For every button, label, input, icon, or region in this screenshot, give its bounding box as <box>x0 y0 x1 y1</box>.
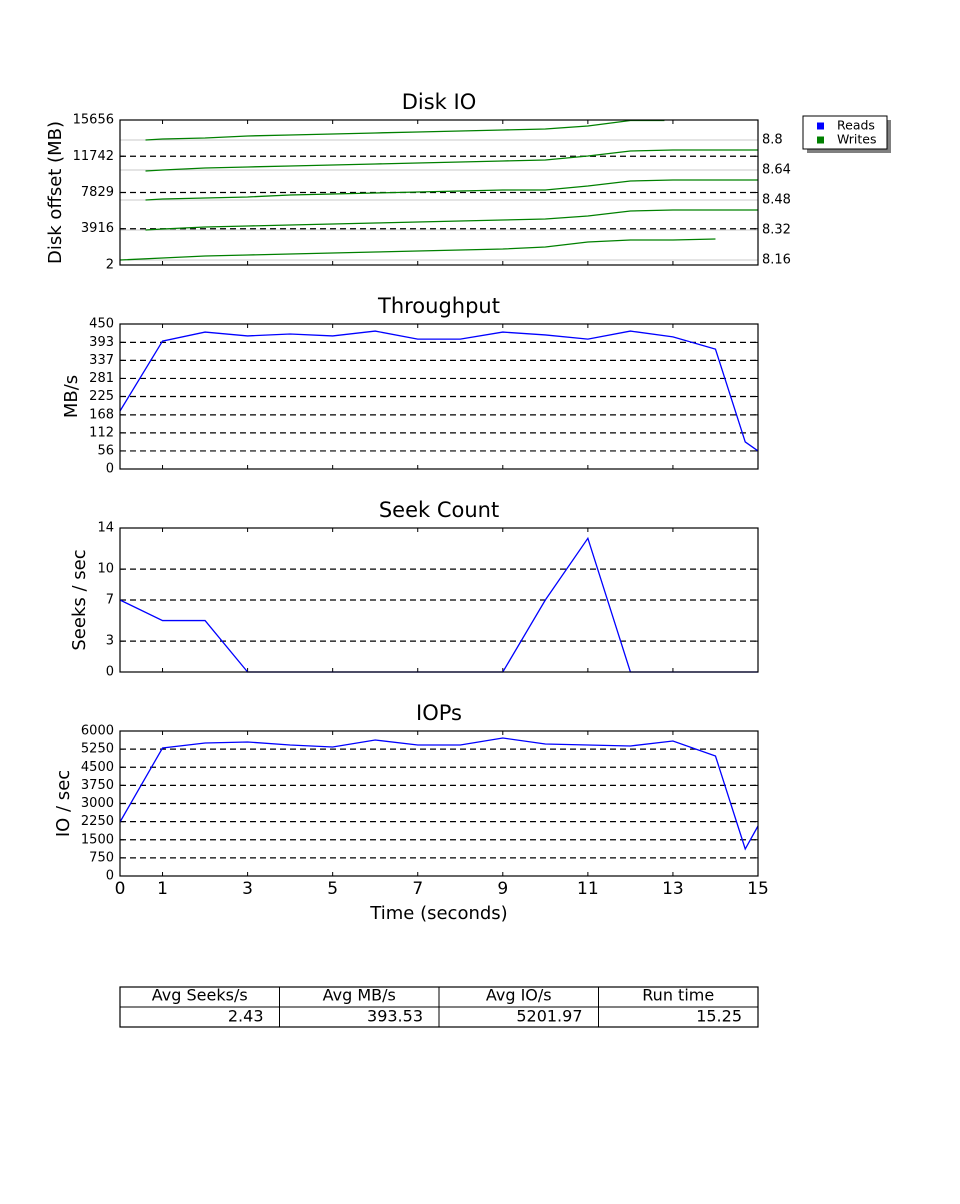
y2-tick-label: 8.48 <box>762 192 791 207</box>
y-tick-label: 0 <box>106 869 114 884</box>
y-tick-label: 3916 <box>81 221 114 236</box>
x-tick-label: 9 <box>497 879 508 899</box>
y-tick-label: 168 <box>89 407 114 422</box>
x-tick-label: 5 <box>327 879 338 899</box>
table-cell: 5201.97 <box>516 1007 582 1026</box>
series-line <box>119 330 759 452</box>
y-tick-label: 56 <box>97 443 114 458</box>
y-tick-label: 1500 <box>81 832 114 847</box>
y-axis-label: Seeks / sec <box>69 549 90 650</box>
table-header: Avg IO/s <box>486 986 552 1005</box>
x-tick-label: 11 <box>577 879 599 899</box>
y-tick-label: 5250 <box>81 742 114 757</box>
y-tick-label: 281 <box>89 371 114 386</box>
y-tick-label: 450 <box>89 317 114 332</box>
y-tick-label: 10 <box>97 562 114 577</box>
y-axis-label: Disk offset (MB) <box>45 121 66 264</box>
x-tick-label: 7 <box>412 879 423 899</box>
legend-label: Reads <box>837 118 875 133</box>
y2-tick-label: 8.32 <box>762 222 791 237</box>
y-tick-label: 2 <box>106 258 114 273</box>
y-tick-label: 11742 <box>73 149 114 164</box>
y-tick-label: 337 <box>89 353 114 368</box>
plot-frame <box>119 527 759 673</box>
series-line <box>119 119 758 261</box>
x-tick-label: 0 <box>115 879 126 899</box>
x-tick-label: 15 <box>747 879 769 899</box>
series-line <box>119 737 759 851</box>
table-header: Run time <box>642 986 714 1005</box>
y2-tick-label: 8.8 <box>762 133 783 148</box>
table-cell: 2.43 <box>228 1007 264 1026</box>
y-tick-label: 4500 <box>81 760 114 775</box>
legend-swatch <box>817 136 824 144</box>
series-line <box>119 536 758 673</box>
y-axis-label: MB/s <box>61 375 82 418</box>
plot-frame <box>119 323 759 470</box>
table-cell: 393.53 <box>367 1007 423 1026</box>
y2-tick-label: 8.16 <box>762 252 791 267</box>
y-tick-label: 3 <box>106 634 114 649</box>
y-tick-label: 0 <box>106 665 114 680</box>
table-cell: 15.25 <box>696 1007 742 1026</box>
y-tick-label: 750 <box>89 850 114 865</box>
y2-tick-label: 8.64 <box>762 163 791 178</box>
plot-frame <box>119 119 759 266</box>
y-tick-label: 0 <box>106 462 114 477</box>
legend-label: Writes <box>837 132 877 147</box>
table-header: Avg MB/s <box>323 986 396 1005</box>
y-axis-label: IO / sec <box>53 770 74 837</box>
table-header: Avg Seeks/s <box>152 986 248 1005</box>
y-tick-label: 393 <box>89 335 114 350</box>
x-tick-label: 1 <box>157 879 168 899</box>
y-tick-label: 2250 <box>81 814 114 829</box>
x-axis-label: Time (seconds) <box>369 903 507 924</box>
y-tick-label: 112 <box>89 425 114 440</box>
chart-title: Seek Count <box>379 498 499 522</box>
y-tick-label: 15656 <box>73 113 114 128</box>
chart-title: IOPs <box>416 701 462 725</box>
y-tick-label: 225 <box>89 389 114 404</box>
y-tick-label: 3750 <box>81 778 114 793</box>
x-tick-label: 3 <box>242 879 253 899</box>
y-tick-label: 6000 <box>81 724 114 739</box>
chart-title: Disk IO <box>402 90 477 114</box>
chart-title: Throughput <box>377 294 500 318</box>
plot-frame <box>119 730 759 877</box>
y-tick-label: 14 <box>97 521 114 536</box>
y-tick-label: 7 <box>106 593 114 608</box>
y-tick-label: 7829 <box>81 185 114 200</box>
y-tick-label: 3000 <box>81 796 114 811</box>
legend-swatch <box>817 122 824 130</box>
x-tick-label: 13 <box>662 879 684 899</box>
